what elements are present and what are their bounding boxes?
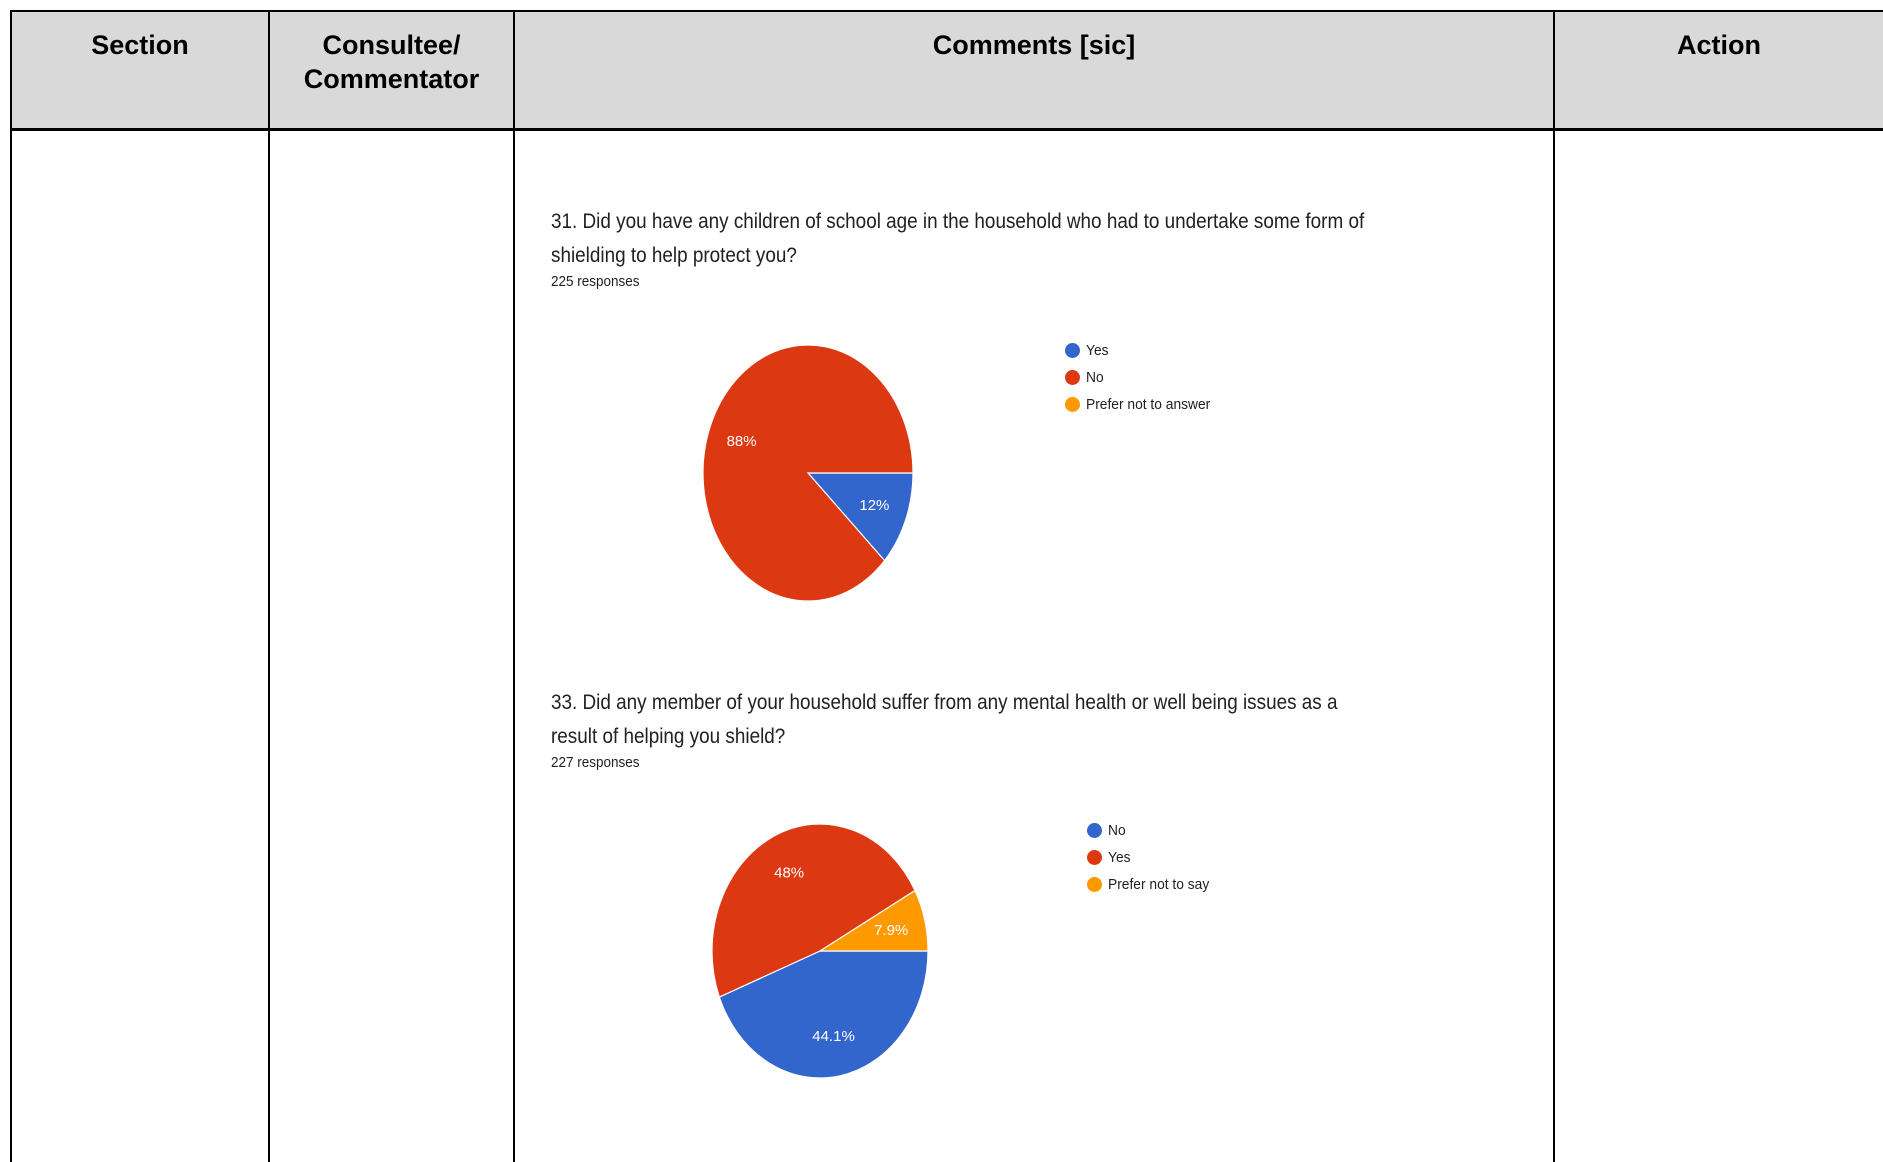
comments-cell: 31. Did you have any children of school … [514, 130, 1554, 1162]
question-33-block: 33. Did any member of your household suf… [551, 686, 1451, 771]
legend-label: Prefer not to say [1108, 876, 1209, 893]
action-cell [1554, 130, 1883, 1162]
pie-slice-no [703, 345, 913, 601]
pie-chart-31: 12% 88% [703, 343, 923, 613]
header-comments: Comments [sic] [514, 11, 1554, 130]
consultation-table: Section Consultee/ Commentator Comments … [10, 10, 1883, 1162]
legend-dot-icon [1065, 397, 1080, 412]
header-section: Section [11, 11, 269, 130]
legend-label: No [1086, 369, 1104, 386]
question-31-responses: 225 responses [551, 273, 1361, 290]
legend-item: Yes [1065, 337, 1221, 364]
question-31-block: 31. Did you have any children of school … [551, 205, 1451, 290]
legend-item: Yes [1087, 844, 1218, 871]
header-consultee: Consultee/ Commentator [269, 11, 514, 130]
legend-item: No [1087, 817, 1218, 844]
header-action: Action [1554, 11, 1883, 130]
consultee-cell [269, 130, 514, 1162]
question-31-title: 31. Did you have any children of school … [551, 205, 1451, 273]
legend-label: Yes [1108, 849, 1131, 866]
table-row: 31. Did you have any children of school … [11, 130, 1883, 1162]
legend-item: Prefer not to answer [1065, 391, 1221, 418]
question-33-title: 33. Did any member of your household suf… [551, 686, 1451, 754]
section-cell [11, 130, 269, 1162]
legend-31: Yes No Prefer not to answer [1065, 337, 1221, 418]
legend-dot-icon [1065, 370, 1080, 385]
pie-chart-33: 44.1% 48% 7.9% [710, 824, 940, 1094]
legend-dot-icon [1087, 850, 1102, 865]
pie-label: 48% [774, 865, 804, 882]
pie-label: 7.9% [874, 922, 908, 939]
legend-item: No [1065, 364, 1221, 391]
legend-item: Prefer not to say [1087, 871, 1218, 898]
pie-label: 44.1% [812, 1028, 855, 1045]
legend-dot-icon [1087, 823, 1102, 838]
pie-label: 12% [859, 497, 889, 514]
legend-33: No Yes Prefer not to say [1087, 817, 1218, 898]
legend-label: Yes [1086, 342, 1109, 359]
legend-label: No [1108, 822, 1126, 839]
legend-dot-icon [1065, 343, 1080, 358]
header-row: Section Consultee/ Commentator Comments … [11, 11, 1883, 130]
legend-dot-icon [1087, 877, 1102, 892]
question-33-responses: 227 responses [551, 754, 1361, 771]
legend-label: Prefer not to answer [1086, 396, 1210, 413]
pie-label: 88% [727, 433, 757, 450]
